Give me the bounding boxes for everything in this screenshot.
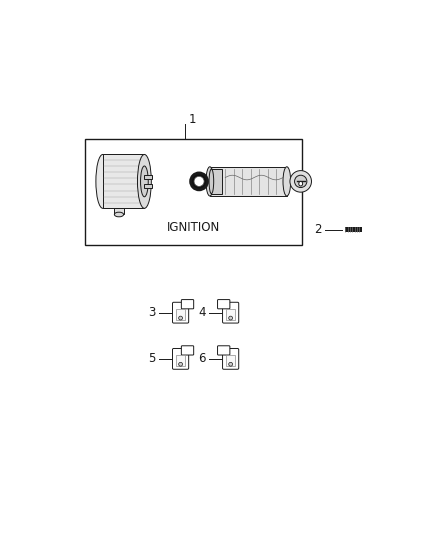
Ellipse shape xyxy=(229,362,233,366)
Text: 5: 5 xyxy=(148,352,156,365)
Ellipse shape xyxy=(141,166,148,197)
Ellipse shape xyxy=(191,173,208,190)
Ellipse shape xyxy=(294,175,307,188)
Text: 2: 2 xyxy=(314,223,321,236)
Ellipse shape xyxy=(114,212,124,217)
Ellipse shape xyxy=(290,171,311,192)
Bar xyxy=(114,208,124,214)
Bar xyxy=(145,175,152,179)
Text: 3: 3 xyxy=(148,306,156,319)
Bar xyxy=(212,169,222,193)
Ellipse shape xyxy=(179,316,183,320)
Bar xyxy=(226,309,235,320)
Ellipse shape xyxy=(138,155,151,208)
FancyBboxPatch shape xyxy=(173,302,189,323)
Ellipse shape xyxy=(299,181,303,186)
Ellipse shape xyxy=(194,176,204,187)
FancyBboxPatch shape xyxy=(223,302,239,323)
Ellipse shape xyxy=(206,167,214,196)
Bar xyxy=(287,177,296,185)
FancyBboxPatch shape xyxy=(181,346,194,355)
Ellipse shape xyxy=(229,316,233,320)
Ellipse shape xyxy=(209,169,214,193)
Bar xyxy=(85,140,302,245)
Bar xyxy=(103,155,145,208)
Bar xyxy=(345,227,361,232)
Bar xyxy=(176,309,185,320)
Bar xyxy=(176,355,185,366)
Ellipse shape xyxy=(96,155,110,208)
Ellipse shape xyxy=(283,167,291,196)
Ellipse shape xyxy=(179,362,183,366)
Text: 1: 1 xyxy=(188,112,196,126)
Bar xyxy=(226,355,235,366)
FancyBboxPatch shape xyxy=(218,346,230,355)
FancyBboxPatch shape xyxy=(223,349,239,369)
Text: 6: 6 xyxy=(198,352,206,365)
Text: 4: 4 xyxy=(198,306,206,319)
FancyBboxPatch shape xyxy=(181,300,194,309)
FancyBboxPatch shape xyxy=(173,349,189,369)
Bar xyxy=(145,184,152,188)
Text: IGNITION: IGNITION xyxy=(167,222,220,235)
FancyBboxPatch shape xyxy=(218,300,230,309)
Bar xyxy=(210,167,287,196)
